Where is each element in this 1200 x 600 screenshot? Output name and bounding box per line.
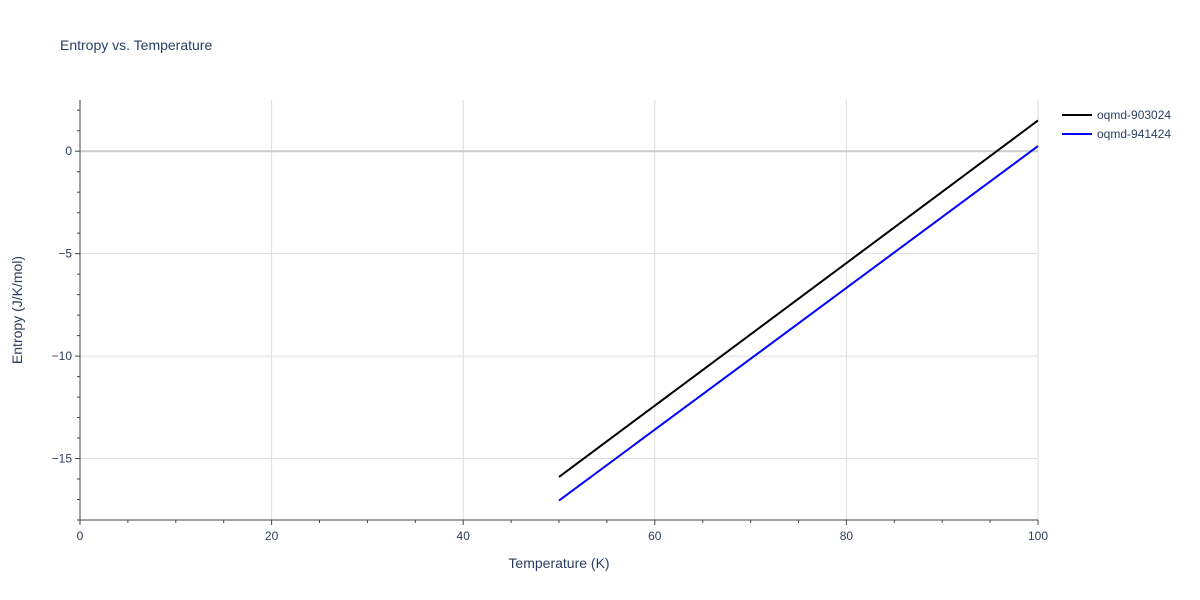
y-axis-title: Entropy (J/K/mol)	[9, 256, 25, 364]
x-axis-title: Temperature (K)	[508, 555, 609, 571]
y-tick-label: −5	[58, 247, 72, 261]
plot-series	[558, 119, 1039, 502]
grid-lines	[80, 100, 1039, 520]
x-tick-label: 20	[265, 529, 279, 543]
x-tick-label: 80	[840, 529, 854, 543]
y-tick-label: −15	[52, 452, 73, 466]
x-tick-label: 40	[457, 529, 471, 543]
tick-labels: 0 20 40 60 80 100 0 −5 −10 −15	[52, 144, 1049, 543]
legend-label: oqmd-903024	[1097, 108, 1171, 122]
y-tick-label: 0	[65, 144, 72, 158]
axes	[75, 100, 1039, 525]
x-tick-label: 60	[648, 529, 662, 543]
legend-item-oqmd-941424[interactable]: oqmd-941424	[1062, 127, 1171, 141]
legend-label: oqmd-941424	[1097, 127, 1171, 141]
series-line-oqmd-903024	[558, 119, 1039, 478]
x-tick-label: 100	[1028, 529, 1048, 543]
chart-title: Entropy vs. Temperature	[60, 37, 212, 53]
y-tick-label: −10	[52, 349, 73, 363]
series-line-oqmd-941424	[558, 145, 1039, 502]
x-tick-label: 0	[77, 529, 84, 543]
legend: oqmd-903024 oqmd-941424	[1062, 108, 1171, 141]
legend-item-oqmd-903024[interactable]: oqmd-903024	[1062, 108, 1171, 122]
